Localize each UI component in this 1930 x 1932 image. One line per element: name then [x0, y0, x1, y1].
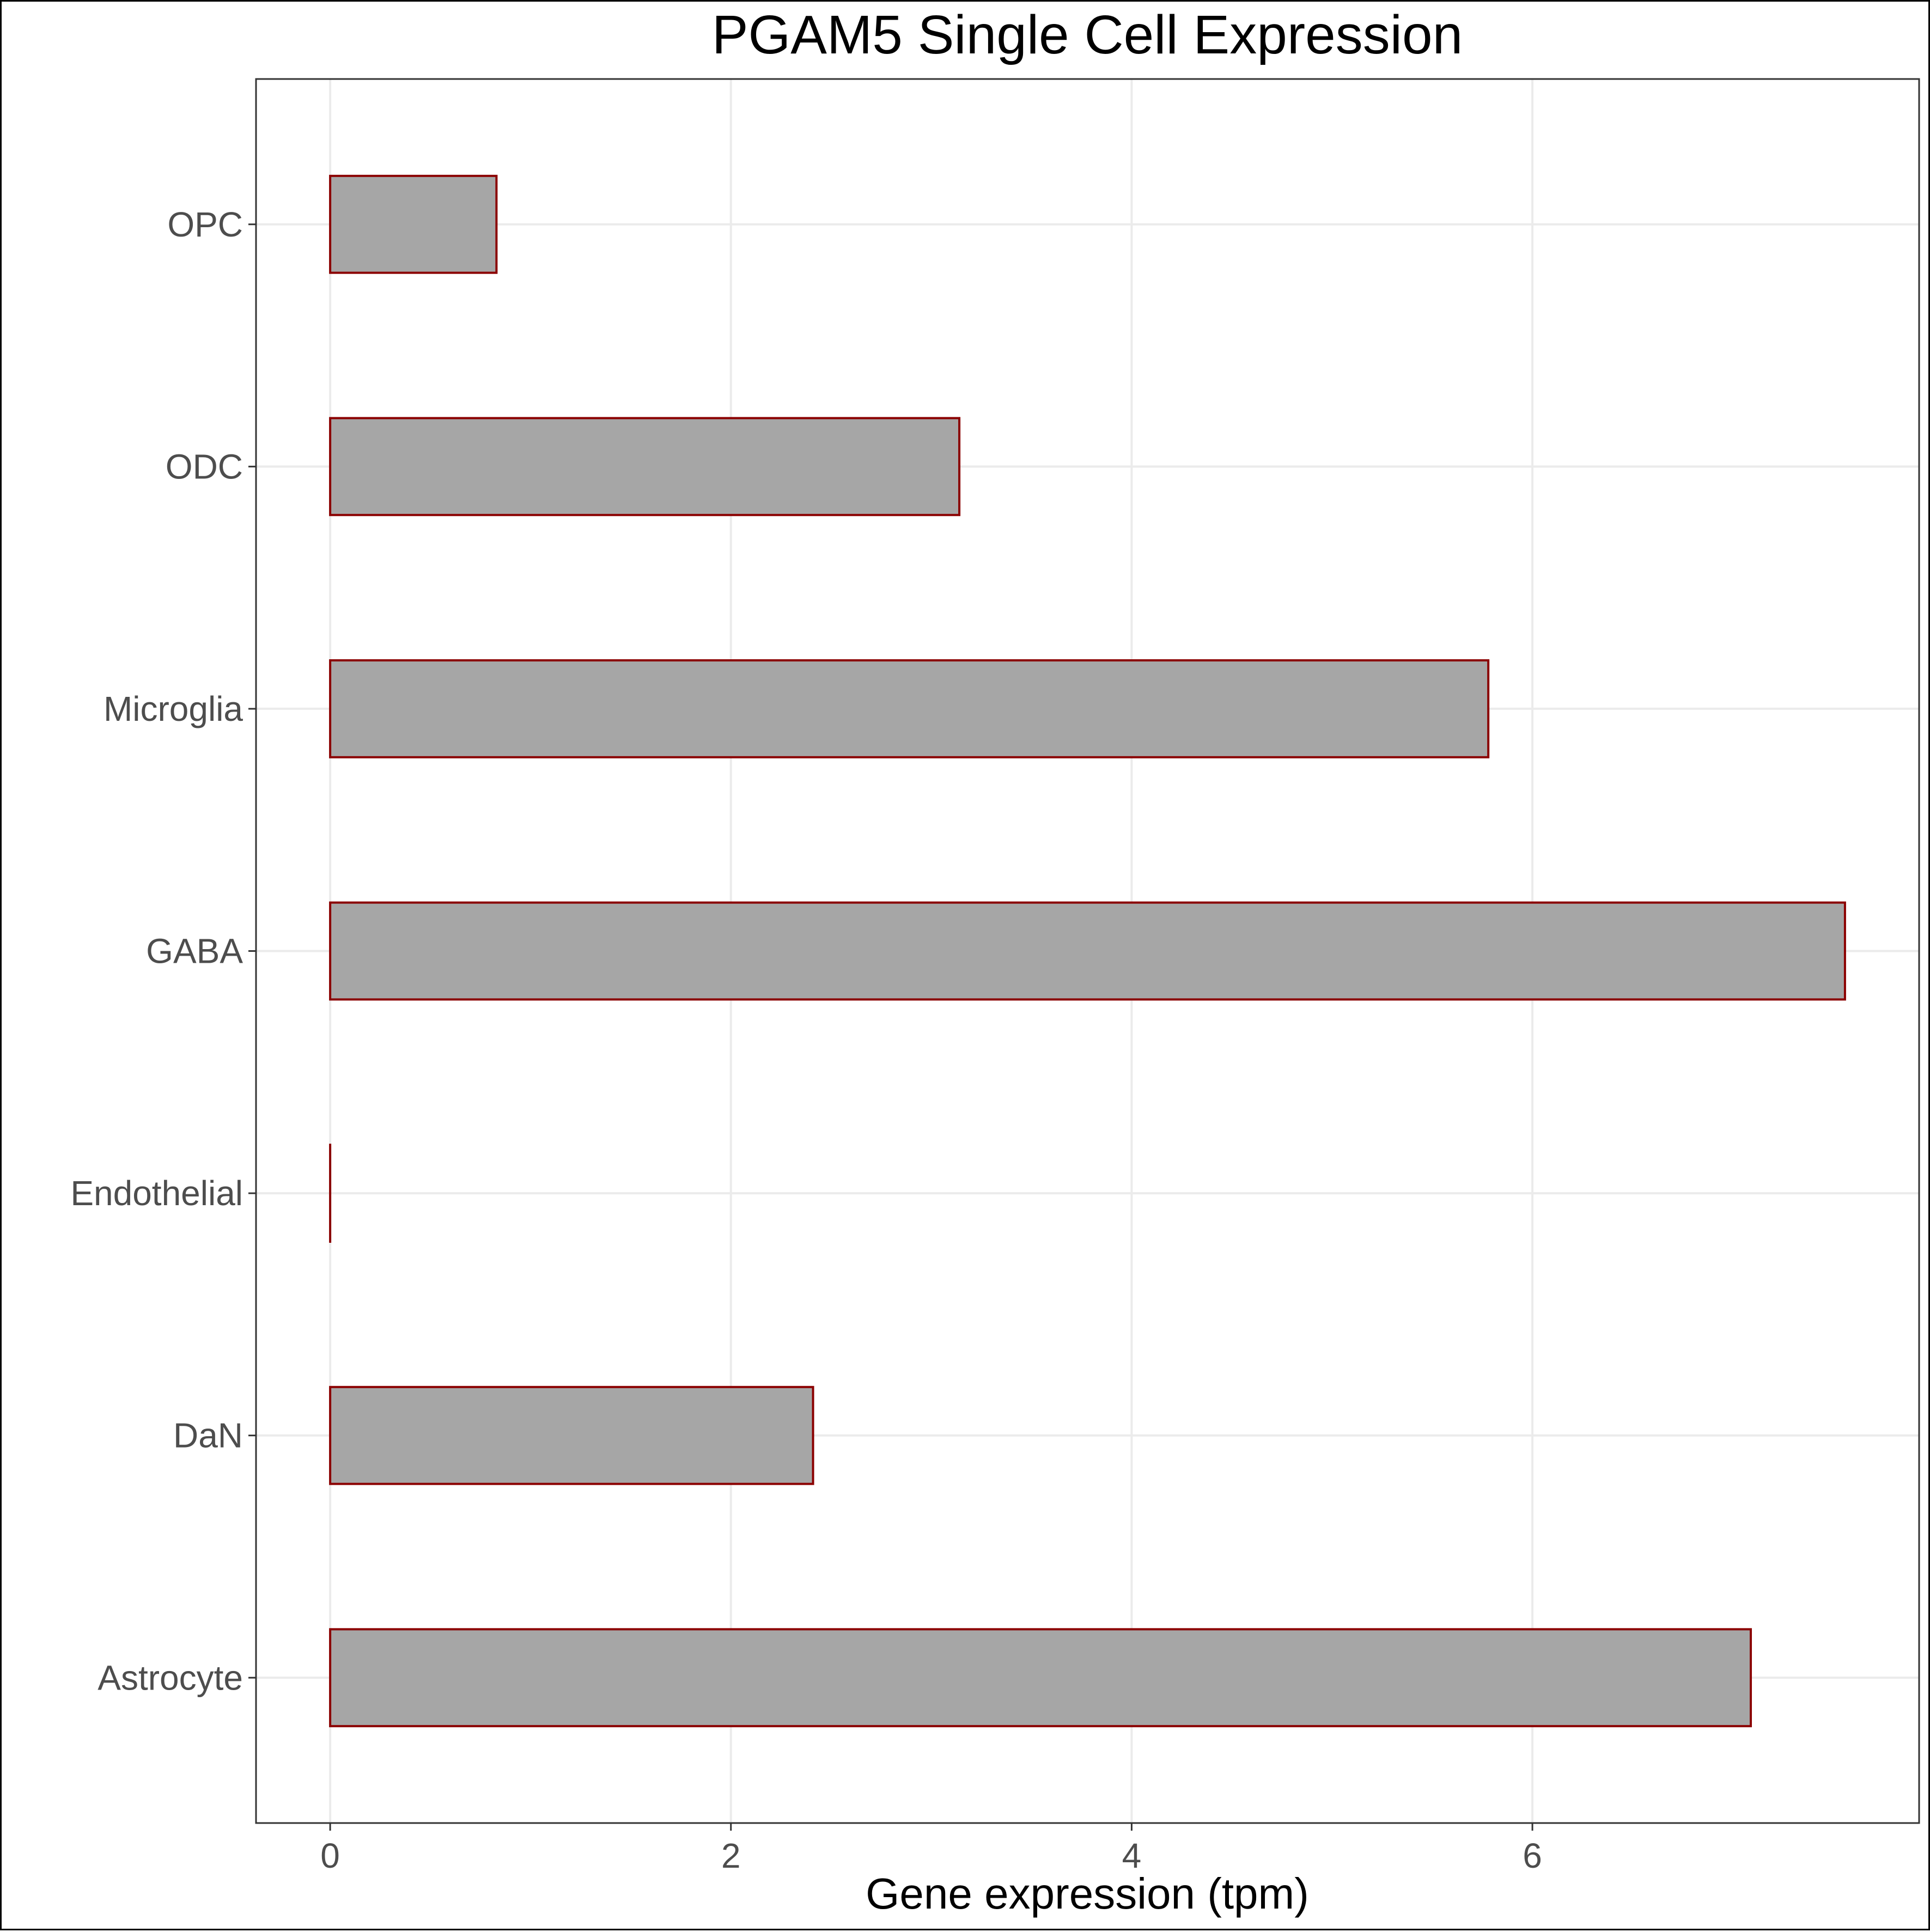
bars: [330, 176, 1845, 1726]
bar-opc: [330, 176, 496, 273]
bar-odc: [330, 418, 959, 515]
y-tick-label: DaN: [173, 1416, 243, 1455]
y-tick-label: ODC: [166, 447, 243, 486]
x-tick-label: 6: [1523, 1836, 1542, 1875]
y-tick-label: Microglia: [103, 689, 243, 728]
bar-microglia: [330, 660, 1488, 757]
chart-title: PGAM5 Single Cell Expression: [712, 4, 1463, 65]
x-tick-label: 0: [320, 1836, 340, 1875]
y-tick-label: Endothelial: [70, 1174, 243, 1213]
y-axis: Astrocyte DaN Endothelial GABA Microglia ODC O…: [70, 205, 256, 1698]
bar-astrocyte: [330, 1629, 1751, 1726]
bar-gaba: [330, 903, 1845, 1000]
x-tick-label: 2: [721, 1836, 741, 1875]
x-axis-title: Gene expression (tpm): [866, 1869, 1309, 1918]
y-tick-label: OPC: [167, 205, 243, 244]
y-tick-label: Astrocyte: [98, 1658, 243, 1697]
bar-dan: [330, 1387, 813, 1484]
y-tick-label: GABA: [146, 932, 243, 971]
